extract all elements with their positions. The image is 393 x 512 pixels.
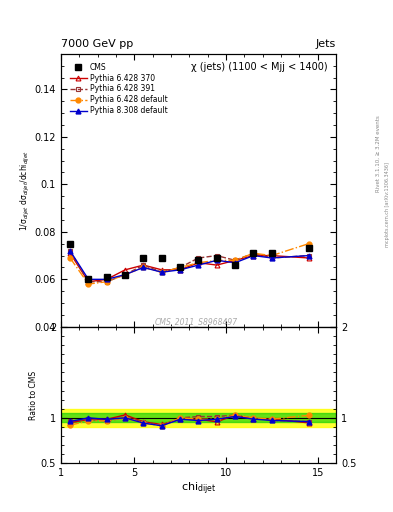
Text: mcplots.cern.ch [arXiv:1306.3436]: mcplots.cern.ch [arXiv:1306.3436]	[385, 162, 389, 247]
Legend: CMS, Pythia 6.428 370, Pythia 6.428 391, Pythia 6.428 default, Pythia 8.308 defa: CMS, Pythia 6.428 370, Pythia 6.428 391,…	[68, 60, 170, 118]
X-axis label: chi$_{\mathregular{dijet}}$: chi$_{\mathregular{dijet}}$	[181, 481, 216, 497]
Y-axis label: Ratio to CMS: Ratio to CMS	[29, 371, 38, 420]
Text: Rivet 3.1.10, ≥ 3.2M events: Rivet 3.1.10, ≥ 3.2M events	[376, 115, 380, 192]
Bar	[61, 409, 336, 427]
Text: χ (jets) (1100 < Mjj < 1400): χ (jets) (1100 < Mjj < 1400)	[191, 62, 328, 72]
Text: 7000 GeV pp: 7000 GeV pp	[61, 38, 133, 49]
Text: CMS_2011_S8968497: CMS_2011_S8968497	[155, 317, 238, 326]
Bar	[61, 413, 336, 422]
Y-axis label: 1/σ$_{dijet}$ dσ$_{dijet}$/dchi$_{dijet}$: 1/σ$_{dijet}$ dσ$_{dijet}$/dchi$_{dijet}…	[19, 150, 32, 231]
Text: Jets: Jets	[316, 38, 336, 49]
